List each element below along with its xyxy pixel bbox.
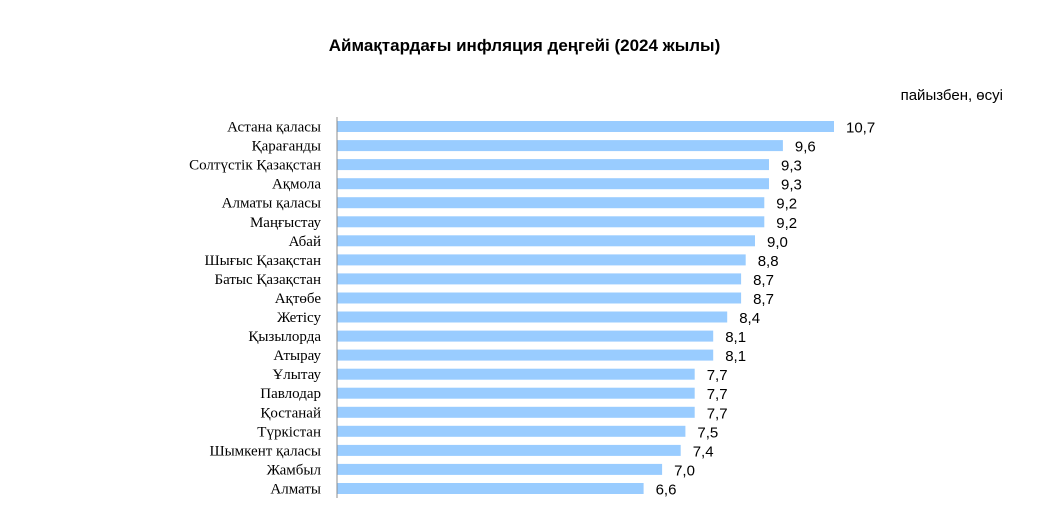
category-label: Ұлытау <box>272 367 321 383</box>
bar <box>337 406 695 418</box>
unit-label: пайызбен, өсуі <box>900 87 1003 104</box>
bar <box>337 178 769 190</box>
category-label: Қостанай <box>260 405 321 421</box>
value-label: 8,8 <box>758 253 779 270</box>
value-labels-group: 10,7 9,6 9,3 9,3 9,2 9,2 9,0 8,8 8,7 8,7 8,4 8,1 8,1… <box>656 120 876 499</box>
bar <box>337 216 765 228</box>
bar <box>337 197 765 209</box>
bar <box>337 387 695 399</box>
value-label: 7,0 <box>674 462 695 479</box>
category-label: Астана қаласы <box>227 120 321 136</box>
category-label: Алматы <box>270 482 321 498</box>
bar <box>337 311 728 323</box>
value-label: 8,1 <box>725 329 746 346</box>
bar <box>337 463 663 475</box>
bar <box>337 140 783 152</box>
value-label: 10,7 <box>846 120 875 137</box>
category-label: Алматы қаласы <box>222 196 321 212</box>
value-label: 7,7 <box>707 367 728 384</box>
value-label: 9,6 <box>795 139 816 156</box>
category-label: Батыс Қазақстан <box>214 272 321 288</box>
category-label: Ақмола <box>272 177 321 193</box>
bar <box>337 254 746 266</box>
category-label: Шымкент қаласы <box>209 443 321 459</box>
category-label: Қарағанды <box>252 139 321 155</box>
bar <box>337 292 742 304</box>
value-label: 6,6 <box>656 482 677 499</box>
bars-group <box>337 121 834 494</box>
bar <box>337 235 755 247</box>
bar <box>337 368 695 380</box>
category-label: Жетісу <box>277 310 322 326</box>
category-label: Атырау <box>273 348 321 364</box>
bar <box>337 121 834 132</box>
category-label: Ақтөбе <box>275 291 322 307</box>
category-label: Түркістан <box>257 424 321 440</box>
bar <box>337 425 686 437</box>
bar <box>337 159 769 171</box>
value-label: 9,2 <box>776 215 797 232</box>
category-label: Солтүстік Қазақстан <box>189 158 321 174</box>
value-label: 7,4 <box>693 443 714 460</box>
value-label: 8,7 <box>753 272 774 289</box>
bar <box>337 483 644 494</box>
value-label: 7,7 <box>707 386 728 403</box>
category-label: Жамбыл <box>267 462 322 478</box>
value-label: 8,4 <box>739 310 760 327</box>
category-label: Павлодар <box>260 386 321 402</box>
category-label: Шығыс Қазақстан <box>205 253 321 269</box>
value-label: 9,3 <box>781 177 802 194</box>
category-label: Абай <box>289 234 321 250</box>
value-label: 9,2 <box>776 196 797 213</box>
value-label: 7,7 <box>707 405 728 422</box>
category-label: Қызылорда <box>248 329 321 345</box>
value-label: 9,0 <box>767 234 788 251</box>
value-label: 9,3 <box>781 158 802 175</box>
category-label: Маңғыстау <box>250 215 322 231</box>
value-label: 8,1 <box>725 348 746 365</box>
bar <box>337 330 714 342</box>
value-label: 7,5 <box>697 424 718 441</box>
bar <box>337 349 714 361</box>
category-labels-group: Астана қаласы Қарағанды Солтүстік Қазақста… <box>189 120 321 498</box>
bar <box>337 444 681 456</box>
bar <box>337 273 742 285</box>
chart-title: Аймақтардағы инфляция деңгейі (2024 жылы… <box>328 36 721 55</box>
value-label: 8,7 <box>753 291 774 308</box>
